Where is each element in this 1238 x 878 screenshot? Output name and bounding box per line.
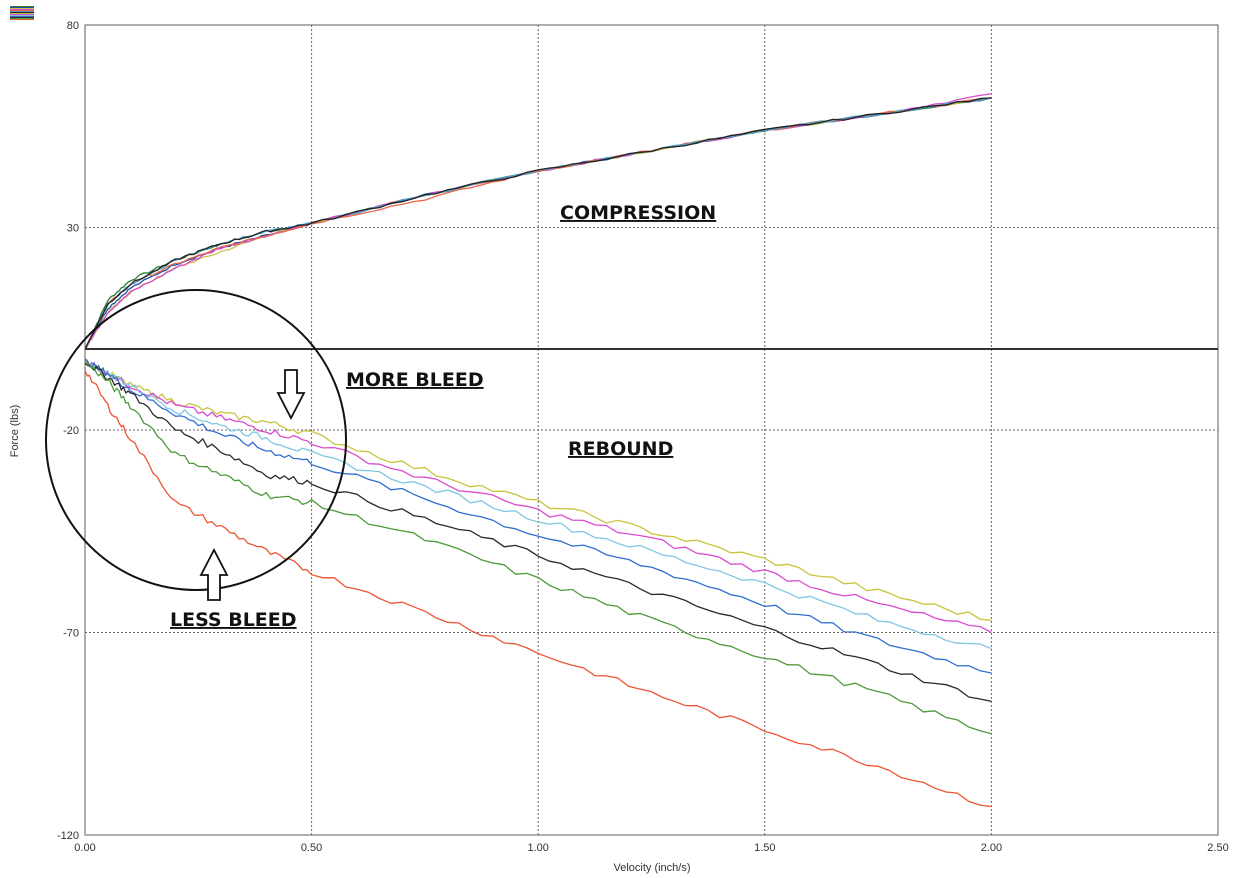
down-arrow-icon [276, 369, 306, 420]
x-axis-label: Velocity (inch/s) [613, 862, 690, 874]
compression-series-line [84, 97, 992, 350]
tick-labels: 0.00 0.50 1.00 1.50 2.00 2.50 80 30 -20 -70 -120 [57, 20, 1229, 854]
annotation-more-bleed: MORE BLEED [346, 369, 484, 391]
rebound-series-line [84, 358, 992, 674]
grid [84, 24, 1219, 836]
x-tick-label: 1.50 [754, 842, 775, 854]
rebound-series-line [84, 359, 992, 735]
series-group [84, 93, 992, 808]
compression-series-line [84, 97, 992, 351]
compression-series-line [84, 97, 992, 350]
legend-swatch-line [10, 17, 34, 18]
x-tick-label: 0.50 [301, 842, 322, 854]
annotation-compression: COMPRESSION [560, 202, 716, 224]
annotation-arrows [199, 369, 306, 601]
rebound-series-line [84, 363, 992, 622]
legend-swatch-line [10, 7, 34, 8]
x-tick-label: 2.00 [981, 842, 1002, 854]
legend-swatch-line [10, 8, 34, 9]
legend-swatch-line [10, 15, 34, 16]
annotation-less-bleed: LESS BLEED [170, 609, 297, 631]
legend-swatch-line [10, 13, 34, 14]
legend-swatch-line [10, 9, 34, 10]
legend-swatch-line [10, 19, 34, 20]
y-tick-label: -120 [57, 830, 79, 842]
compression-series-line [84, 97, 992, 350]
legend-swatch-line [10, 6, 34, 7]
y-tick-label: -20 [63, 425, 79, 437]
rebound-series-line [84, 370, 992, 808]
annotation-rebound: REBOUND [568, 438, 673, 460]
y-tick-label: -70 [63, 628, 79, 640]
legend-swatch-line [10, 16, 34, 17]
legend-swatch-line [10, 18, 34, 19]
y-tick-label: 30 [67, 223, 79, 235]
y-tick-label: 80 [67, 20, 79, 32]
legend-swatch-line [10, 14, 34, 15]
bleed-region-circle [45, 289, 347, 591]
legend-swatch-line [10, 11, 34, 12]
legend-swatch-icon [10, 6, 34, 20]
rebound-series-line [84, 360, 992, 634]
y-axis-label: Force (lbs) [9, 405, 21, 458]
rebound-series-line [84, 360, 992, 650]
compression-series-line [84, 97, 992, 350]
x-tick-label: 1.00 [527, 842, 548, 854]
up-arrow-icon [199, 548, 229, 601]
x-tick-label: 2.50 [1207, 842, 1228, 854]
x-tick-label: 0.00 [74, 842, 95, 854]
legend-swatch-line [10, 10, 34, 11]
legend-swatch-line [10, 12, 34, 13]
rebound-series-line [84, 362, 992, 703]
